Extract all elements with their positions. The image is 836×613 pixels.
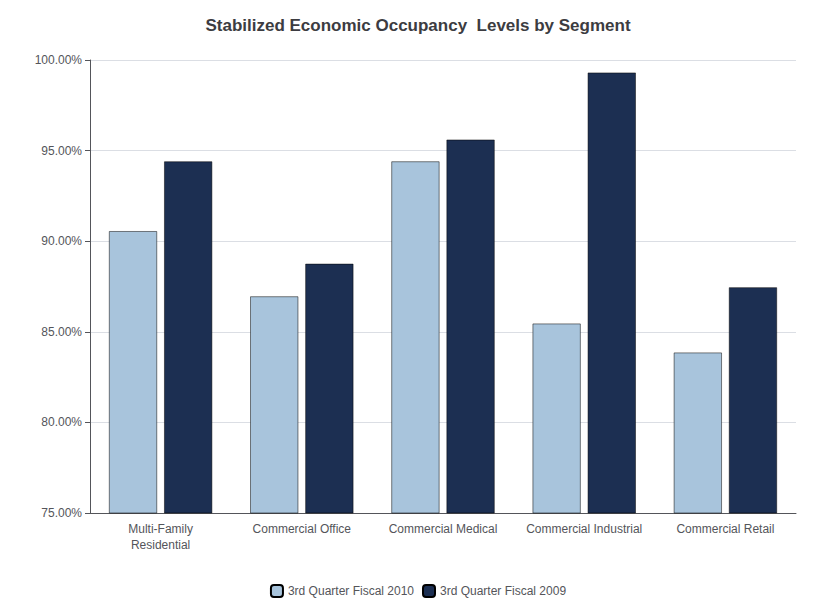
svg-text:3rd Quarter Fiscal 2010: 3rd Quarter Fiscal 2010 — [288, 584, 414, 598]
svg-text:80.00%: 80.00% — [41, 415, 82, 429]
svg-text:100.00%: 100.00% — [35, 53, 83, 67]
svg-text:3rd Quarter Fiscal 2009: 3rd Quarter Fiscal 2009 — [440, 584, 566, 598]
svg-text:95.00%: 95.00% — [41, 144, 82, 158]
svg-text:Multi-Family: Multi-Family — [128, 522, 193, 536]
svg-text:85.00%: 85.00% — [41, 325, 82, 339]
svg-text:90.00%: 90.00% — [41, 234, 82, 248]
svg-text:Commercial Industrial: Commercial Industrial — [526, 522, 642, 536]
svg-text:75.00%: 75.00% — [41, 506, 82, 520]
svg-text:Stabilized Economic Occupancy: Stabilized Economic Occupancy Levels by … — [205, 16, 630, 35]
svg-text:Residential: Residential — [131, 538, 190, 552]
svg-text:Commercial Office: Commercial Office — [253, 522, 352, 536]
svg-text:Commercial Medical: Commercial Medical — [389, 522, 498, 536]
svg-text:Commercial Retail: Commercial Retail — [676, 522, 774, 536]
